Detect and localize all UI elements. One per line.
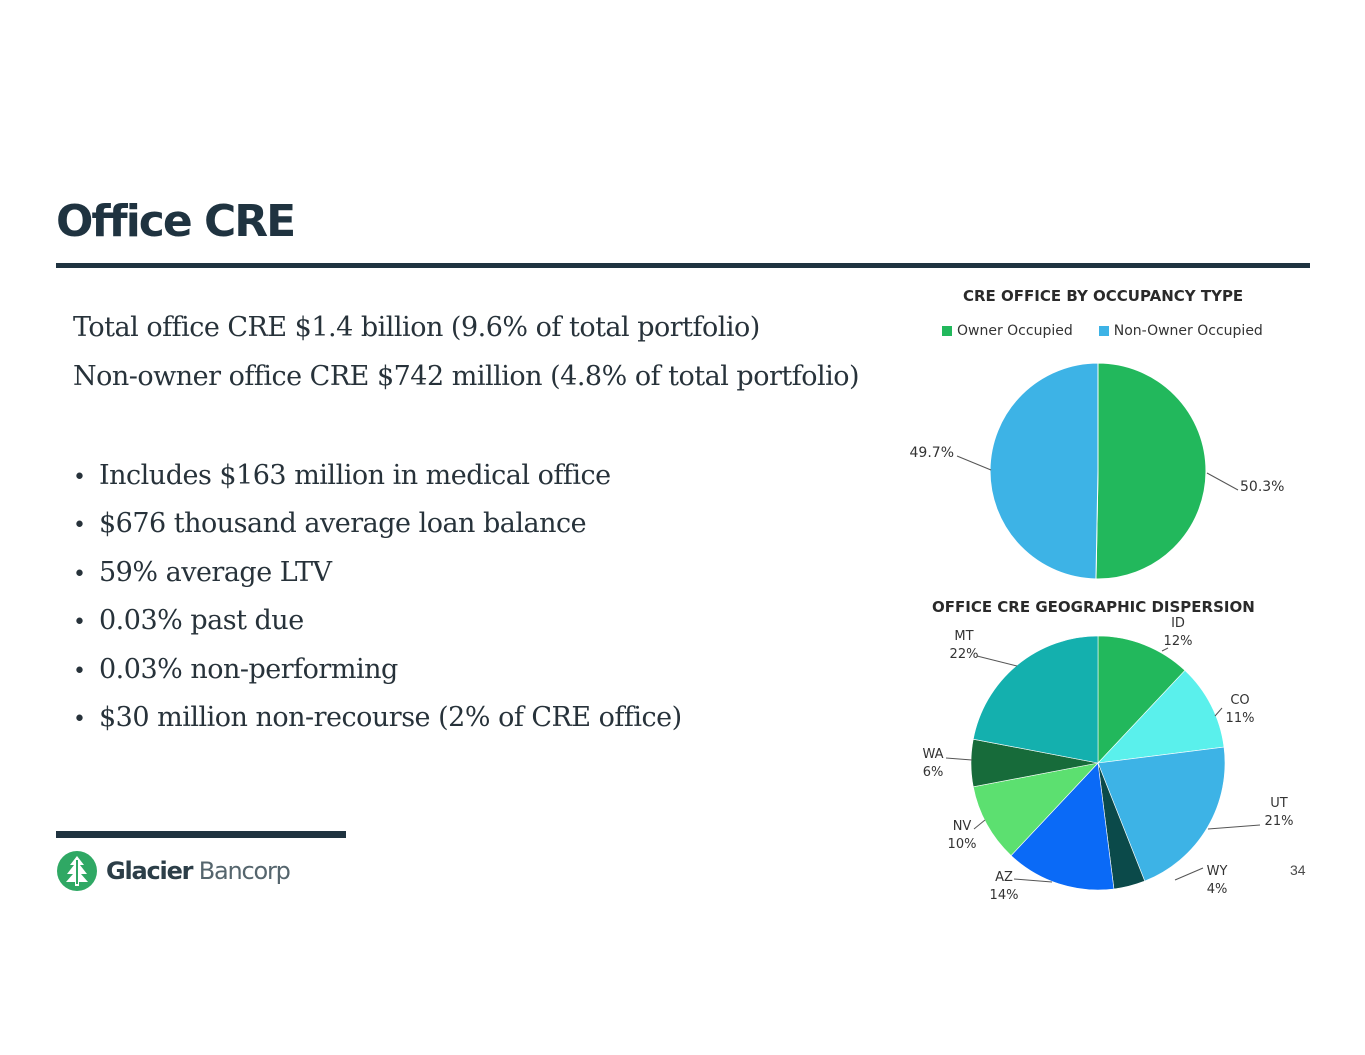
bullet-dot: • [73, 561, 86, 587]
leader-line [1013, 878, 1053, 883]
leader-line [1174, 867, 1204, 881]
category-label: NV [953, 819, 972, 834]
category-label: WA [922, 747, 943, 762]
pie-slice-non-owner-occupied [989, 362, 1099, 580]
data-label: 21% [1265, 814, 1294, 829]
footer-rule [56, 831, 346, 838]
data-label: 11% [1226, 711, 1255, 726]
legend-label: Owner Occupied [957, 323, 1073, 339]
title-rule [56, 263, 1310, 268]
pie-slice-mt [972, 635, 1099, 764]
bullet-text: 59% average LTV [99, 556, 332, 588]
bullet-text: $30 million non-recourse (2% of CRE offi… [99, 701, 682, 733]
summary-total-office: Total office CRE $1.4 billion (9.6% of t… [73, 312, 760, 343]
leader-line [1214, 707, 1223, 717]
list-item: • $30 million non-recourse (2% of CRE off… [73, 694, 682, 742]
occupancy-legend: Owner Occupied Non-Owner Occupied [942, 323, 1289, 339]
page-number: 34 [1290, 862, 1306, 878]
list-item: • 0.03% non-performing [73, 646, 682, 694]
bullet-dot: • [73, 610, 86, 636]
category-label: UT [1270, 796, 1288, 811]
leader-line [1206, 472, 1239, 491]
list-item: • 59% average LTV [73, 549, 682, 597]
legend-label: Non-Owner Occupied [1113, 323, 1263, 339]
pie-slice-wa [970, 738, 1099, 788]
data-label: 6% [923, 765, 944, 780]
geographic-chart-title: OFFICE CRE GEOGRAPHIC DISPERSION [932, 598, 1255, 616]
legend-swatch [942, 326, 952, 336]
list-item: • 0.03% past due [73, 597, 682, 645]
category-label: AZ [995, 870, 1013, 885]
legend-swatch [1098, 326, 1109, 336]
category-label: MT [954, 629, 973, 644]
pie-slice-id [1097, 635, 1186, 764]
data-label: 4% [1207, 882, 1228, 897]
data-label: 12% [1164, 634, 1193, 649]
data-label: 49.7% [910, 445, 954, 461]
leader-line [973, 819, 986, 830]
leader-line [956, 455, 992, 471]
bullet-list: • Includes $163 million in medical office… [73, 452, 682, 742]
category-label: ID [1171, 616, 1185, 631]
bullet-dot: • [73, 513, 86, 539]
list-item: • Includes $163 million in medical office [73, 452, 682, 500]
legend-item-non-owner-occupied: Non-Owner Occupied [1098, 323, 1263, 339]
bullet-text: Includes $163 million in medical office [99, 460, 611, 491]
bullet-text: 0.03% non-performing [99, 653, 398, 685]
logo-word-glacier: Glacier [106, 857, 194, 885]
glacier-bancorp-logo: Glacier Bancorp [56, 850, 291, 892]
pie-slice-wy [1097, 762, 1146, 890]
category-label: CO [1230, 693, 1249, 708]
legend-item-owner-occupied: Owner Occupied [942, 323, 1073, 339]
pie-slice-ut [1097, 746, 1226, 882]
bullet-text: $676 thousand average loan balance [99, 508, 587, 540]
logo-wordmark: Glacier Bancorp [106, 857, 291, 885]
page-title: Office CRE [56, 196, 296, 247]
pie-slice-owner-occupied [1095, 362, 1207, 580]
category-label: WY [1207, 864, 1228, 879]
data-label: 22% [950, 647, 979, 662]
leader-line [1161, 647, 1169, 652]
data-label: 10% [948, 837, 977, 852]
bullet-dot: • [73, 706, 86, 732]
leader-line [976, 655, 1018, 667]
summary-non-owner-office: Non-owner office CRE $742 million (4.8% … [73, 361, 860, 392]
bullet-dot: • [73, 658, 86, 684]
occupancy-chart-title: CRE OFFICE BY OCCUPANCY TYPE [963, 287, 1244, 305]
bullet-text: 0.03% past due [99, 605, 304, 637]
leader-line [1207, 824, 1261, 830]
pie-slice-co [1097, 669, 1225, 764]
bullet-dot: • [73, 465, 86, 490]
pie-slice-az [1010, 762, 1115, 891]
leader-line [945, 757, 973, 761]
tree-logo-icon [57, 851, 97, 891]
pie-slice-nv [972, 762, 1099, 857]
data-label: 14% [990, 888, 1019, 903]
logo-word-bancorp: Bancorp [198, 857, 291, 885]
data-label: 50.3% [1240, 479, 1284, 495]
list-item: • $676 thousand average loan balance [73, 500, 682, 548]
